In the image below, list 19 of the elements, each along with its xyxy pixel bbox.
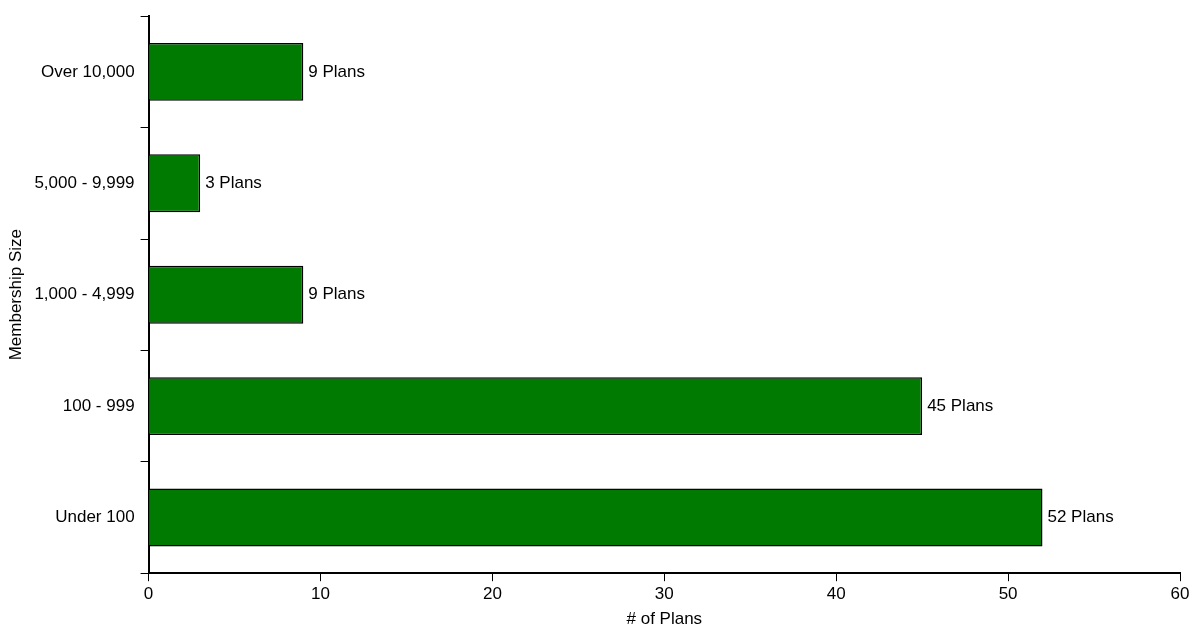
y-tick-label: Under 100 <box>55 507 135 527</box>
y-tick-label: 100 - 999 <box>62 395 135 415</box>
x-tick-label: 50 <box>998 584 1018 604</box>
x-tick-label: 30 <box>654 584 674 604</box>
data-label: 45 Plans <box>927 395 994 415</box>
x-tick-label: 10 <box>311 584 330 604</box>
x-tick-label: 20 <box>482 584 502 604</box>
data-label: 9 Plans <box>308 284 366 304</box>
x-tick-label: 40 <box>826 584 846 604</box>
y-axis-title: Membership Size <box>5 229 25 361</box>
data-label: 52 Plans <box>1047 507 1114 527</box>
y-tick-label: Over 10,000 <box>41 61 135 81</box>
data-label: 3 Plans <box>205 172 262 192</box>
x-axis-title: # of Plans <box>626 609 703 629</box>
data-label: 9 Plans <box>308 61 366 81</box>
x-tick-label: 0 <box>143 584 154 604</box>
y-tick-label: 1,000 - 4,999 <box>34 284 135 304</box>
y-tick-label: 5,000 - 9,999 <box>34 172 135 192</box>
x-tick-label: 60 <box>1170 584 1190 604</box>
